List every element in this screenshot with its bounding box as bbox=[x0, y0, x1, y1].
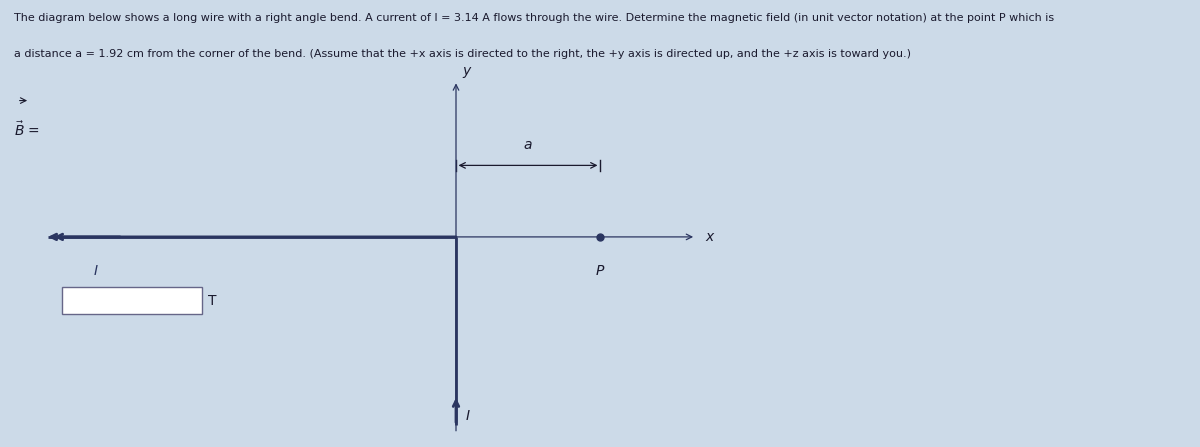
Text: $\vec{B}$ =: $\vec{B}$ = bbox=[14, 121, 41, 139]
Text: I: I bbox=[466, 409, 469, 423]
Text: a: a bbox=[523, 138, 533, 152]
FancyBboxPatch shape bbox=[62, 287, 202, 314]
Text: The diagram below shows a long wire with a right angle bend. A current of I = 3.: The diagram below shows a long wire with… bbox=[14, 13, 1055, 23]
Text: x: x bbox=[706, 230, 714, 244]
Text: I: I bbox=[94, 264, 98, 278]
Text: T: T bbox=[208, 294, 216, 308]
Text: P: P bbox=[596, 264, 604, 278]
Text: a distance a = 1.92 cm from the corner of the bend. (Assume that the +x axis is : a distance a = 1.92 cm from the corner o… bbox=[14, 49, 912, 59]
Text: y: y bbox=[462, 64, 470, 78]
